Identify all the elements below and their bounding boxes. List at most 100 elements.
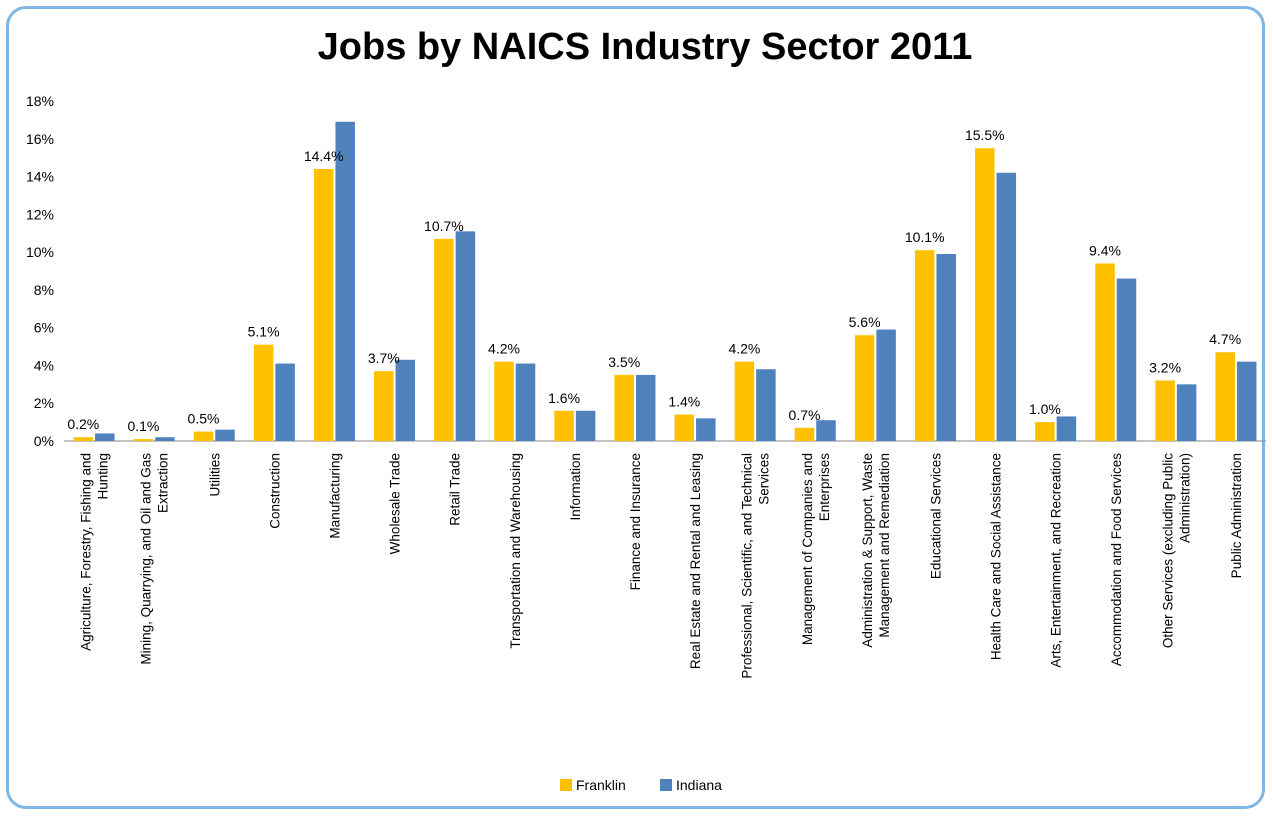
data-label-franklin: 1.6% <box>548 390 580 406</box>
data-label-franklin: 1.0% <box>1029 401 1061 417</box>
bar-franklin <box>193 431 214 441</box>
bar-indiana <box>756 369 776 441</box>
x-category-label: Administration & Support, Waste Managemen… <box>860 453 892 648</box>
bar-indiana <box>515 363 536 441</box>
bar-indiana <box>155 437 175 441</box>
data-label-franklin: 0.1% <box>127 418 159 434</box>
y-tick-label: 4% <box>34 357 54 373</box>
x-category-label-line: Other Services (excluding Public <box>1160 453 1175 648</box>
data-label-franklin: 4.2% <box>728 341 760 357</box>
bar-franklin <box>554 410 574 441</box>
bar-franklin <box>1215 352 1235 441</box>
data-label-franklin: 3.2% <box>1149 360 1181 376</box>
data-label-franklin: 4.7% <box>1209 331 1241 347</box>
data-label-franklin: 0.7% <box>789 407 821 423</box>
x-category-label: Agriculture, Forestry, Fishing and Huntin… <box>79 453 111 651</box>
x-category-label: Accommodation and Food Services <box>1109 453 1124 666</box>
legend-label: Indiana <box>676 777 722 793</box>
x-category-label-line: Information <box>568 453 583 521</box>
bar-franklin <box>494 361 514 441</box>
bar-franklin <box>133 439 154 441</box>
bar-indiana <box>215 429 235 441</box>
x-category-label: Other Services (excluding Public Administ… <box>1160 453 1192 648</box>
data-label-franklin: 0.2% <box>67 416 99 432</box>
bar-franklin <box>614 374 634 441</box>
bar-franklin <box>73 437 94 441</box>
legend-swatch <box>660 779 672 791</box>
bar-indiana <box>1116 278 1137 441</box>
x-category-label-line: Administration & Support, Waste <box>860 453 875 648</box>
bar-franklin <box>975 148 995 441</box>
x-category-label: Arts, Entertainment, and Recreation <box>1049 453 1064 668</box>
bar-indiana <box>876 329 896 441</box>
y-tick-label: 0% <box>34 433 54 449</box>
x-category-label-line: Real Estate and Rental and Leasing <box>688 453 703 669</box>
x-category-label: Management of Companies and Enterprises <box>800 453 832 645</box>
data-label-franklin: 0.5% <box>188 411 220 427</box>
x-category-label: Wholesale Trade <box>388 453 403 554</box>
x-category-label-line: Educational Services <box>928 453 943 579</box>
chart-title: Jobs by NAICS Industry Sector 2011 <box>317 26 973 68</box>
bar-franklin <box>1095 263 1115 441</box>
bar-franklin <box>253 344 274 441</box>
data-label-franklin: 9.4% <box>1089 242 1121 258</box>
data-label-franklin: 4.2% <box>488 341 520 357</box>
x-category-label: Educational Services <box>928 453 943 579</box>
bar-indiana <box>1236 361 1257 441</box>
y-tick-label: 14% <box>26 169 54 185</box>
bar-franklin <box>674 414 695 441</box>
x-category-label-line: Mining, Quarrying, and Oil and Gas <box>139 453 154 665</box>
data-label-franklin: 15.5% <box>965 127 1005 143</box>
bar-franklin <box>1155 380 1175 441</box>
bar-indiana <box>696 418 716 441</box>
x-category-label: Retail Trade <box>448 453 463 526</box>
data-label-franklin: 14.4% <box>304 148 344 164</box>
x-category-label: Transportation and Warehousing <box>508 453 523 649</box>
bar-franklin <box>854 335 875 441</box>
x-category-label: Real Estate and Rental and Leasing <box>688 453 703 669</box>
x-category-label-line: Extraction <box>156 453 171 513</box>
chart-frame <box>6 6 1265 809</box>
bar-indiana <box>1056 416 1077 441</box>
x-category-label-line: Retail Trade <box>448 453 463 526</box>
legend: Franklin Indiana <box>560 777 722 793</box>
bars <box>73 121 1257 442</box>
x-category-label: Mining, Quarrying, and Oil and Gas Extrac… <box>139 453 171 665</box>
data-label-franklin: 3.5% <box>608 354 640 370</box>
data-label-franklin: 1.4% <box>668 394 700 410</box>
data-label-franklin: 3.7% <box>368 350 400 366</box>
data-label-franklin: 5.1% <box>248 324 280 340</box>
x-category-label-line: Public Administration <box>1229 453 1244 578</box>
x-category-label: Health Care and Social Assistance <box>989 453 1004 660</box>
x-category-label-line: Professional, Scientific, and Technical <box>740 453 755 679</box>
x-category-label: Finance and Insurance <box>628 453 643 590</box>
bar-indiana <box>395 359 416 441</box>
x-category-label-line: Arts, Entertainment, and Recreation <box>1049 453 1064 668</box>
bar-indiana <box>335 121 355 442</box>
y-tick-label: 8% <box>34 282 54 298</box>
x-category-label: Professional, Scientific, and Technical S… <box>740 453 772 679</box>
bar-franklin <box>434 238 454 441</box>
x-category-label: Manufacturing <box>327 453 342 539</box>
x-category-label-line: Enterprises <box>817 453 832 522</box>
bar-indiana <box>936 254 956 441</box>
x-category-label: Information <box>568 453 583 521</box>
bar-franklin <box>1035 422 1055 441</box>
bar-indiana <box>635 374 656 441</box>
data-label-franklin: 10.1% <box>905 229 945 245</box>
y-tick-label: 2% <box>34 395 54 411</box>
bar-indiana <box>1176 384 1197 441</box>
x-category-label-line: Management of Companies and <box>800 453 815 645</box>
bar-franklin <box>374 371 394 441</box>
x-category-label-line: Health Care and Social Assistance <box>989 453 1004 660</box>
bar-indiana <box>996 172 1017 441</box>
bar-franklin <box>914 250 935 441</box>
legend-swatch <box>560 779 572 791</box>
x-category-label-line: Accommodation and Food Services <box>1109 453 1124 666</box>
x-category-label-line: Agriculture, Forestry, Fishing and <box>79 453 94 651</box>
x-category-label-line: Manufacturing <box>327 453 342 539</box>
x-category-label-line: Management and Remediation <box>877 453 892 638</box>
x-category-label-line: Hunting <box>96 453 111 500</box>
y-tick-label: 16% <box>26 131 54 147</box>
